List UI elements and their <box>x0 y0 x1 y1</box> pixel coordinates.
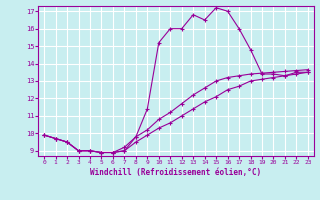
X-axis label: Windchill (Refroidissement éolien,°C): Windchill (Refroidissement éolien,°C) <box>91 168 261 177</box>
